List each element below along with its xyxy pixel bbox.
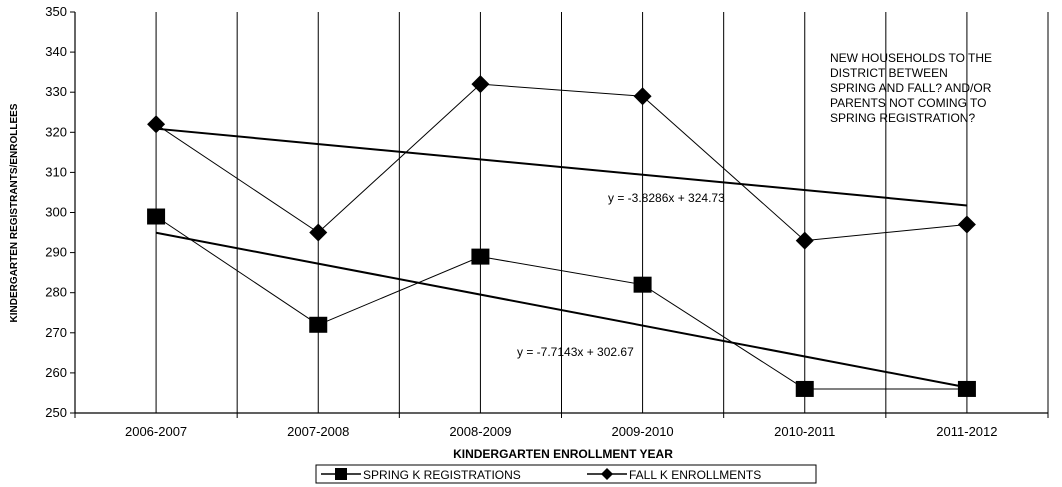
legend-label-fall: FALL K ENROLLMENTS bbox=[629, 468, 761, 482]
legend-marker-fall bbox=[601, 468, 613, 480]
data-point-square bbox=[633, 276, 652, 293]
annotation-line-1: NEW HOUSEHOLDS TO THE bbox=[830, 51, 992, 65]
trendline-equation-spring: y = -7.7143x + 302.67 bbox=[517, 345, 634, 359]
y-axis-title: KINDERGARTEN REGISTRANTS/ENROLLEES bbox=[9, 103, 20, 322]
y-tick-label: 300 bbox=[45, 205, 67, 220]
legend-label-spring: SPRING K REGISTRATIONS bbox=[363, 468, 521, 482]
trendlines bbox=[155, 127, 968, 389]
annotation-line-2: DISTRICT BETWEEN bbox=[830, 66, 948, 80]
data-point-square bbox=[795, 380, 814, 397]
annotation-line-4: PARENTS NOT COMING TO bbox=[830, 96, 986, 110]
y-tick-labels: 250 260 270 280 290 300 310 320 330 340 350 bbox=[45, 4, 67, 420]
annotation: NEW HOUSEHOLDS TO THE DISTRICT BETWEEN S… bbox=[830, 51, 992, 125]
data-point-diamond bbox=[471, 75, 490, 94]
axes bbox=[70, 11, 1049, 418]
grid-lines bbox=[155, 12, 1049, 413]
y-tick-label: 270 bbox=[45, 325, 67, 340]
x-tick-label: 2009-2010 bbox=[611, 424, 673, 439]
data-point-diamond bbox=[309, 223, 328, 242]
data-point-square bbox=[147, 208, 166, 225]
y-tick-label: 340 bbox=[45, 44, 67, 59]
data-point-square bbox=[309, 316, 328, 333]
data-point-square bbox=[957, 380, 976, 397]
annotation-line-3: SPRING AND FALL? AND/OR bbox=[830, 81, 992, 95]
y-tick-label: 330 bbox=[45, 84, 67, 99]
legend-box bbox=[315, 464, 817, 484]
data-point-diamond bbox=[795, 231, 814, 250]
series-line bbox=[155, 216, 967, 390]
series bbox=[147, 75, 976, 397]
y-tick-label: 320 bbox=[45, 124, 67, 139]
data-point-diamond bbox=[957, 215, 976, 234]
x-tick-label: 2010-2011 bbox=[774, 424, 835, 439]
x-tick-label: 2008-2009 bbox=[449, 424, 511, 439]
data-point-diamond bbox=[147, 115, 166, 134]
y-tick-label: 310 bbox=[45, 164, 67, 179]
x-tick-label: 2006-2007 bbox=[125, 424, 187, 439]
y-tick-label: 350 bbox=[45, 4, 67, 19]
y-tick-label: 260 bbox=[45, 365, 67, 380]
annotation-line-5: SPRING REGISTRATION? bbox=[830, 111, 975, 125]
y-tick-label: 250 bbox=[45, 405, 67, 420]
x-tick-label: 2007-2008 bbox=[287, 424, 349, 439]
trendline bbox=[155, 127, 968, 207]
y-tick-label: 290 bbox=[45, 245, 67, 260]
data-point-square bbox=[471, 248, 490, 265]
x-tick-label: 2011-2012 bbox=[936, 424, 997, 439]
trendline-equation-fall: y = -3.8286x + 324.73 bbox=[608, 191, 725, 205]
x-tick-labels: 2006-2007 2007-2008 2008-2009 2009-2010 2010… bbox=[125, 424, 998, 439]
legend-marker-spring bbox=[335, 468, 347, 480]
trendline bbox=[155, 231, 968, 389]
x-axis-title: KINDERGARTEN ENROLLMENT YEAR bbox=[453, 447, 673, 461]
series-line bbox=[155, 83, 967, 242]
y-tick-label: 280 bbox=[45, 285, 67, 300]
legend: SPRING K REGISTRATIONS FALL K ENROLLMENT… bbox=[315, 464, 817, 484]
data-point-diamond bbox=[633, 87, 652, 106]
